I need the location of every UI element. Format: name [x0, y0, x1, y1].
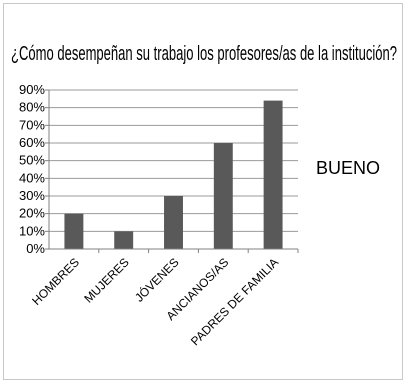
x-category-label: MUJERES	[81, 255, 131, 305]
bar-2	[114, 231, 134, 249]
y-tick-label: 60%	[19, 135, 45, 150]
y-tick-label: 10%	[19, 223, 45, 238]
chart-frame	[3, 3, 403, 380]
x-category-label: JÓVENES	[131, 255, 181, 305]
y-tick-label: 50%	[19, 153, 45, 168]
axes	[48, 90, 298, 250]
y-tick-label: 90%	[19, 82, 45, 97]
legend-entry-bueno: BUENO	[316, 158, 380, 178]
y-tick-label: 80%	[19, 100, 45, 115]
bars	[64, 100, 283, 249]
bar-3	[164, 196, 183, 249]
y-tick-label: 40%	[19, 170, 45, 185]
chart-title: ¿Cómo desempeñan su trabajo los profesor…	[11, 43, 397, 65]
y-tick-label: 30%	[19, 188, 45, 203]
y-tick-label: 70%	[19, 117, 45, 132]
bar-1	[64, 213, 84, 249]
bar-5	[263, 100, 283, 249]
bar-4	[213, 143, 233, 249]
y-tick-label: 20%	[19, 206, 45, 221]
y-axis-tick-labels: 0% 10% 20% 30% 40% 50% 60% 70% 80% 90%	[19, 82, 45, 256]
x-category-label: HOMBRES	[29, 255, 82, 308]
gridlines	[45, 89, 299, 253]
y-tick-label: 0%	[26, 241, 45, 256]
x-category-label: PADRES DE FAMILIA	[188, 255, 281, 348]
